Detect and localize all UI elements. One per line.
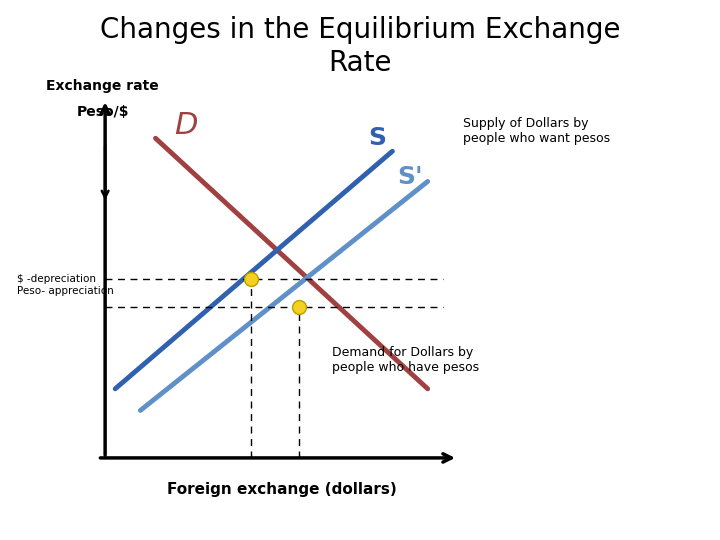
Text: Changes in the Equilibrium Exchange
Rate: Changes in the Equilibrium Exchange Rate xyxy=(100,16,620,77)
Text: Demand for Dollars by
people who have pesos: Demand for Dollars by people who have pe… xyxy=(332,346,479,374)
Text: Exchange rate: Exchange rate xyxy=(46,79,159,93)
Text: S': S' xyxy=(397,165,423,189)
Text: Supply of Dollars by
people who want pesos: Supply of Dollars by people who want pes… xyxy=(463,117,610,145)
Point xyxy=(294,302,305,311)
Text: $ -depreciation
Peso- appreciation: $ -depreciation Peso- appreciation xyxy=(17,274,114,296)
Text: D: D xyxy=(174,111,197,140)
Text: Peso/$: Peso/$ xyxy=(76,105,129,119)
Text: S: S xyxy=(369,126,387,150)
Text: Foreign exchange (dollars): Foreign exchange (dollars) xyxy=(166,482,397,497)
Point xyxy=(246,274,257,283)
